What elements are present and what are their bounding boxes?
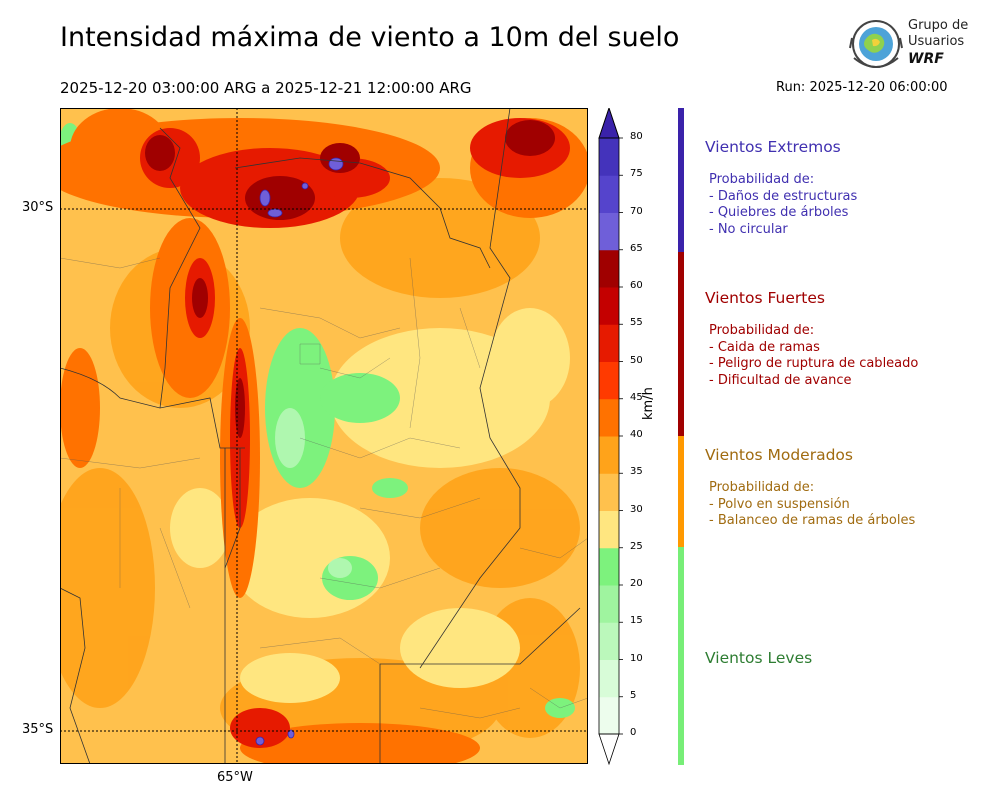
date-range: 2025-12-20 03:00:00 ARG a 2025-12-21 12:…: [60, 79, 472, 97]
category-line: - Dificultad de avance: [709, 372, 852, 388]
category-bar-light: [678, 547, 684, 765]
colorbar-segment: [599, 547, 619, 586]
category-line: Probabilidad de:: [709, 480, 815, 495]
wind-field-light-pale: [275, 408, 352, 578]
colorbar-tick-label: 65: [630, 242, 643, 254]
colorbar-tick-label: 15: [630, 615, 643, 627]
colorbar-segment: [599, 510, 619, 549]
colorbar-tick-label: 75: [630, 168, 643, 180]
category-description: Probabilidad de: - Polvo en suspensión -…: [709, 480, 915, 530]
colorbar-segment: [599, 361, 619, 400]
province-boundaries: [60, 108, 581, 764]
wind-field-very-strong: [145, 120, 555, 438]
colorbar-segment: [599, 212, 619, 251]
wind-field-light-moderate: [170, 308, 570, 703]
colorbar-segment: [599, 585, 619, 623]
globe-logo-icon: [849, 20, 903, 68]
graticule: [60, 108, 588, 764]
colorbar-segment: [599, 436, 619, 474]
category-description: Probabilidad de: - Daños de estructuras …: [709, 172, 857, 238]
colorbar-segment: [599, 473, 619, 511]
wind-map: [60, 108, 588, 764]
logo-text-wrf: WRF: [908, 51, 944, 67]
category-bar-moderate: [678, 436, 684, 547]
colorbar-segment: [599, 324, 619, 362]
logo-text-line2: Usuarios: [908, 34, 965, 49]
category-bar-strong: [678, 252, 684, 436]
category-line: - Polvo en suspensión: [709, 496, 850, 512]
category-title: Vientos Fuertes: [705, 289, 825, 307]
wind-field-extreme: [255, 157, 344, 746]
colorbar-unit: km/h: [641, 387, 656, 420]
colorbar-tick-label: 10: [630, 652, 643, 664]
colorbar-tick-label: 70: [630, 205, 643, 217]
category-line: - Caida de ramas: [709, 339, 820, 355]
category-description: Probabilidad de: - Caida de ramas - Peli…: [709, 323, 918, 389]
colorbar-extend-min: [598, 733, 620, 766]
category-light: Vientos Leves: [705, 649, 812, 667]
category-extreme: Vientos Extremos Probabilidad de: - Daño…: [705, 138, 857, 238]
category-line: - Quiebres de árboles: [709, 205, 849, 220]
department-boundaries: [60, 257, 588, 719]
colorbar-segment: [599, 138, 619, 176]
colorbar-tick-label: 20: [630, 578, 643, 589]
colorbar-segment: [599, 659, 619, 698]
colorbar-segment: [599, 622, 619, 660]
colorbar-tick-label: 50: [630, 354, 643, 366]
map-title: Intensidad máxima de viento a 10m del su…: [60, 22, 680, 53]
category-line: - Peligro de ruptura de cableado: [709, 356, 919, 371]
colorbar-segment: [599, 175, 619, 213]
category-moderate: Vientos Moderados Probabilidad de: - Pol…: [705, 446, 915, 530]
category-line: - Balanceo de ramas de árboles: [709, 513, 916, 528]
colorbar-extend-max: [598, 108, 620, 139]
category-title: Vientos Moderados: [705, 446, 853, 464]
colorbar-tick-label: 55: [630, 317, 643, 329]
category-line: - Daños de estructuras: [709, 188, 858, 204]
colorbar-segment: [599, 249, 619, 288]
logo: Grupo de Usuarios WRF: [848, 18, 978, 72]
lon-label-65w: 65°W: [217, 770, 253, 785]
category-title: Vientos Leves: [705, 649, 813, 667]
logo-text-line1: Grupo de: [908, 18, 969, 33]
colorbar-segment: [599, 696, 619, 735]
colorbar-segment: [599, 398, 619, 437]
category-strong: Vientos Fuertes Probabilidad de: - Caida…: [705, 289, 918, 389]
category-title: Vientos Extremos: [705, 138, 841, 156]
colorbar-tick-label: 80: [630, 131, 643, 142]
lat-label-35s: 35°S: [22, 722, 54, 737]
category-line: - No circular: [709, 221, 788, 237]
colorbar-segments: [599, 138, 619, 735]
map-frame: [60, 108, 588, 764]
colorbar-tick-label: 60: [630, 280, 643, 291]
colorbar-tick-label: 40: [630, 429, 643, 440]
colorbar-tick-label: 30: [630, 503, 643, 515]
colorbar-tick-label: 5: [630, 689, 637, 701]
colorbar-tick-label: 0: [630, 727, 637, 738]
lat-label-30s: 30°S: [22, 200, 54, 215]
colorbar-tick-label: 45: [630, 391, 643, 403]
colorbar-segment: [599, 287, 619, 325]
category-bar-extreme: [678, 108, 684, 252]
colorbar-tick-label: 25: [630, 540, 643, 552]
category-line: Probabilidad de:: [709, 323, 815, 338]
colorbar: [598, 108, 623, 766]
category-line: Probabilidad de:: [709, 172, 815, 187]
colorbar-tick-label: 35: [630, 466, 643, 478]
run-label: Run: 2025-12-20 06:00:00: [776, 80, 948, 95]
